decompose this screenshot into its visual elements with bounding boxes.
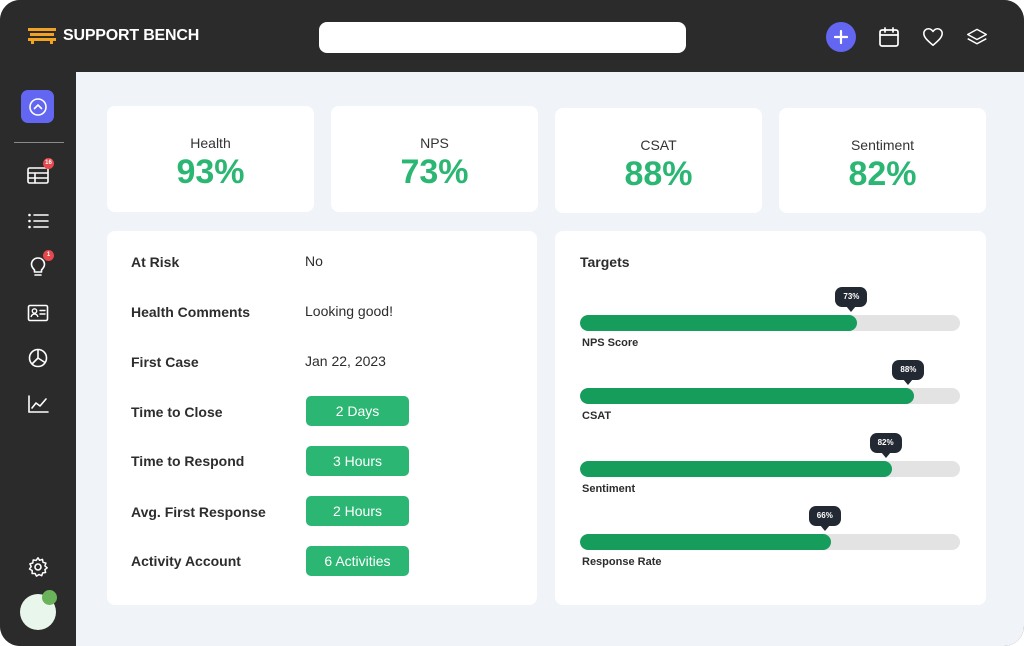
- notification-badge: 16: [43, 158, 54, 169]
- top-bar: SUPPORT BENCH: [0, 0, 1024, 72]
- stat-value: 73%: [400, 153, 469, 191]
- detail-value: No: [305, 253, 323, 269]
- stat-title: NPS: [420, 135, 449, 151]
- progress-tooltip: 73%: [835, 287, 868, 312]
- favorites-button[interactable]: [922, 26, 944, 48]
- layers-button[interactable]: [966, 26, 988, 48]
- detail-label: First Case: [131, 354, 199, 370]
- bench-logo-icon: [28, 28, 56, 44]
- progress-track: [580, 461, 960, 477]
- sidebar-divider: [14, 142, 64, 143]
- main-content: Health 93% NPS 73% CSAT 88% Sentiment 82…: [76, 72, 1024, 646]
- progress-tooltip: 82%: [869, 433, 902, 458]
- contact-card-icon: [27, 304, 49, 322]
- progress-label: CSAT: [582, 410, 612, 422]
- progress-label: Response Rate: [582, 556, 662, 568]
- progress-fill: [580, 388, 915, 404]
- calendar-icon: [879, 27, 899, 47]
- progress-track: [580, 534, 960, 550]
- stat-card-nps: NPS 73%: [331, 106, 538, 212]
- pie-chart-icon: [28, 348, 48, 368]
- sidebar-item-overview[interactable]: [21, 90, 54, 123]
- sidebar-item-analytics[interactable]: [26, 392, 50, 416]
- layers-icon: [966, 28, 988, 45]
- detail-label: Health Comments: [131, 304, 251, 320]
- progress-fill: [580, 461, 892, 477]
- stat-value: 88%: [624, 155, 693, 193]
- calendar-button[interactable]: [878, 26, 900, 48]
- progress-tooltip: 88%: [892, 360, 925, 385]
- sidebar-item-tickets[interactable]: 16: [26, 158, 54, 187]
- stat-value: 82%: [848, 155, 917, 193]
- stat-title: Health: [190, 135, 231, 151]
- notification-badge: 1: [43, 250, 54, 261]
- sidebar-item-ideas[interactable]: 1: [26, 250, 54, 279]
- detail-label: Time to Respond: [131, 453, 245, 469]
- detail-label: Avg. First Response: [131, 504, 266, 520]
- stat-title: CSAT: [640, 137, 677, 153]
- sidebar: 16 1: [0, 72, 76, 646]
- detail-value: Looking good!: [305, 303, 393, 319]
- stat-card-csat: CSAT 88%: [555, 108, 762, 213]
- targets-card: Targets 73% NPS Score 88% CSAT 82% Senti…: [555, 231, 986, 605]
- plus-icon: [834, 30, 848, 44]
- detail-label: Time to Close: [131, 404, 223, 420]
- brand-name: SUPPORT BENCH: [63, 27, 200, 44]
- top-actions: [826, 22, 988, 52]
- brand-logo[interactable]: SUPPORT BENCH: [28, 27, 199, 45]
- stat-title: Sentiment: [850, 137, 915, 153]
- add-button[interactable]: [826, 22, 856, 52]
- list-icon: [28, 213, 49, 229]
- sidebar-item-contacts[interactable]: [26, 301, 50, 325]
- progress-fill: [580, 534, 831, 550]
- account-details-card: At Risk No Health Comments Looking good!…: [107, 231, 537, 605]
- status-badge: 2 Days: [306, 396, 409, 426]
- progress-track: [580, 315, 960, 331]
- progress-label: Sentiment: [582, 483, 636, 495]
- sidebar-item-settings[interactable]: [26, 555, 50, 579]
- progress-tooltip: 66%: [808, 506, 841, 531]
- chevron-up-circle-icon: [28, 97, 47, 116]
- progress-fill: [580, 315, 858, 331]
- progress-track: [580, 388, 960, 404]
- online-status-indicator: [42, 590, 57, 605]
- lightbulb-icon: [30, 257, 46, 276]
- detail-value: Jan 22, 2023: [305, 353, 386, 369]
- status-badge: 3 Hours: [306, 446, 409, 476]
- stat-card-health: Health 93%: [107, 106, 314, 212]
- gear-icon: [28, 557, 48, 577]
- status-badge: 2 Hours: [306, 496, 409, 526]
- stat-value: 93%: [176, 153, 245, 191]
- table-icon: [27, 167, 49, 184]
- progress-label: NPS Score: [582, 337, 639, 349]
- stat-card-sentiment: Sentiment 82%: [779, 108, 986, 213]
- detail-label: At Risk: [131, 254, 180, 270]
- targets-title: Targets: [580, 254, 630, 270]
- heart-icon: [923, 27, 943, 47]
- line-chart-icon: [28, 395, 49, 413]
- sidebar-item-reports[interactable]: [26, 346, 50, 370]
- detail-label: Activity Account: [131, 553, 241, 569]
- sidebar-item-list[interactable]: [26, 209, 50, 233]
- status-badge: 6 Activities: [306, 546, 409, 576]
- search-input[interactable]: [319, 22, 686, 53]
